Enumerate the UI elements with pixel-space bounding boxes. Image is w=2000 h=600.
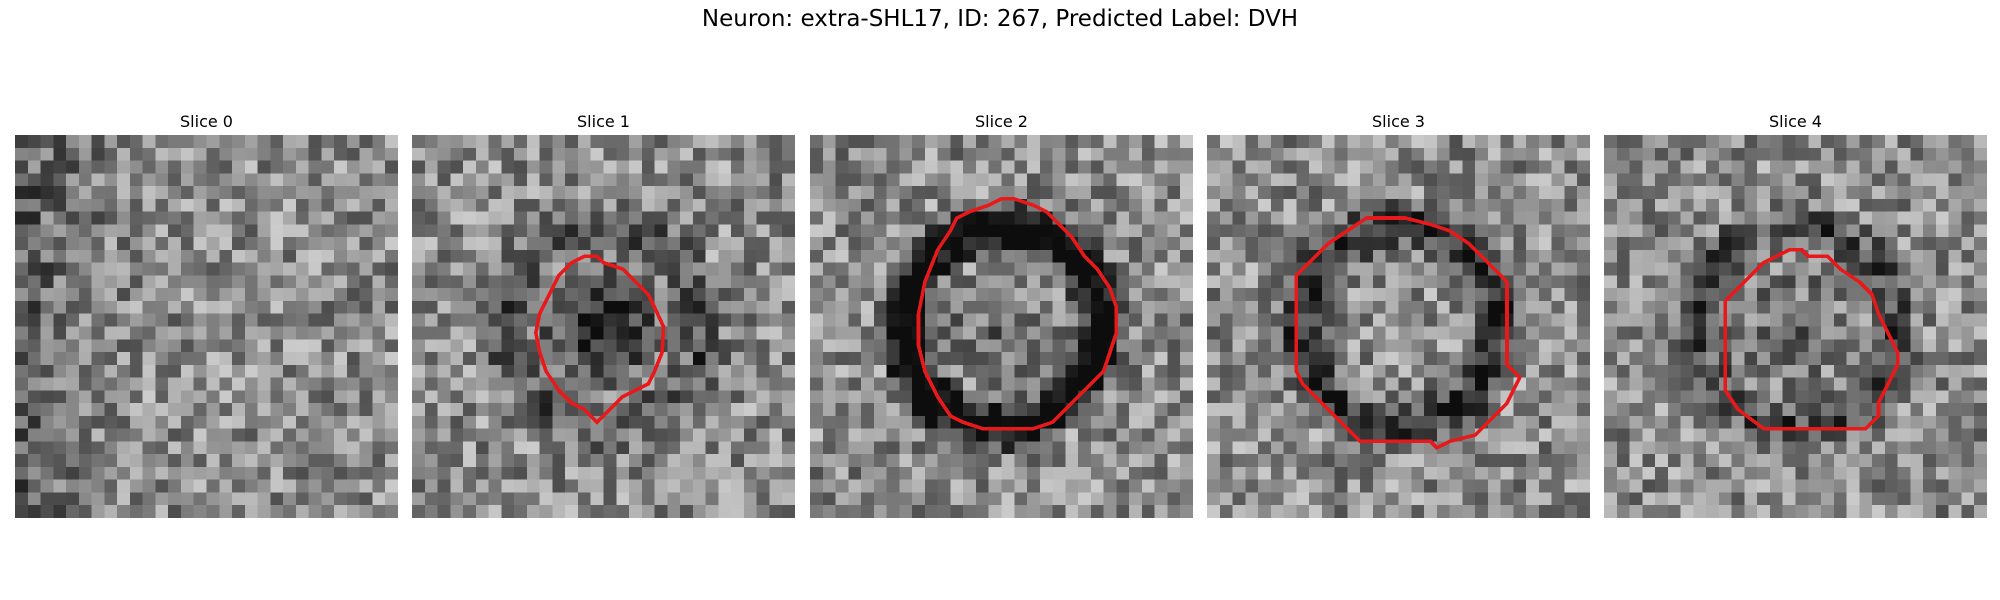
pixel-grid (15, 135, 398, 518)
slice-image (810, 135, 1193, 518)
slice-image (412, 135, 795, 518)
neuron-outline (916, 197, 1119, 431)
neuron-outline (1723, 248, 1900, 431)
figure-title: Neuron: extra-SHL17, ID: 267, Predicted … (701, 6, 1299, 32)
panel-title: Slice 0 (180, 112, 233, 131)
panel-title: Slice 1 (577, 112, 630, 131)
pixel-grid (1604, 135, 1987, 518)
panel-slice-0: Slice 0 (15, 110, 398, 518)
panel-slice-3: Slice 3 (1207, 110, 1590, 518)
panel-slice-4: Slice 4 (1604, 110, 1987, 518)
neuron-outline (534, 254, 666, 425)
neuron-outline (1294, 216, 1522, 450)
panel-title: Slice 4 (1769, 112, 1822, 131)
panel-title: Slice 3 (1372, 112, 1425, 131)
panel-slice-1: Slice 1 (412, 110, 795, 518)
pixel-grid (1207, 135, 1590, 518)
panel-title: Slice 2 (975, 112, 1028, 131)
slice-image (15, 135, 398, 518)
slice-image (1207, 135, 1590, 518)
pixel-grid (810, 135, 1193, 518)
panel-slice-2: Slice 2 (810, 110, 1193, 518)
pixel-grid (412, 135, 795, 518)
slice-image (1604, 135, 1987, 518)
